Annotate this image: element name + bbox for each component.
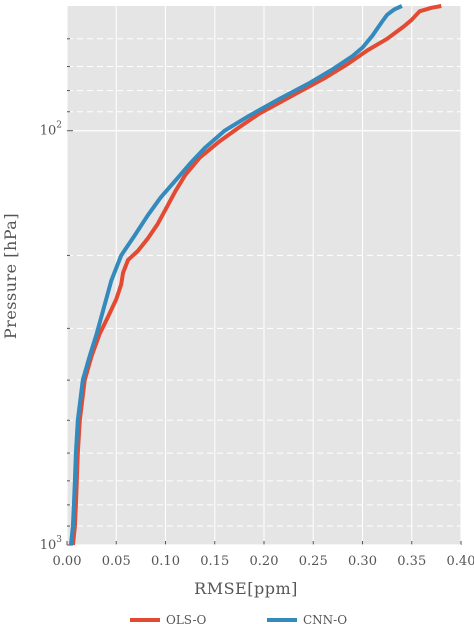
y-tick-label: 103 xyxy=(40,535,63,553)
y-tick-base: 10 xyxy=(40,124,57,139)
legend-label-ols: OLS-O xyxy=(166,613,207,624)
y-axis-label: Pressure [hPa] xyxy=(1,213,20,339)
x-tick-label: 0.40 xyxy=(447,554,474,569)
y-tick-label: 102 xyxy=(40,121,62,139)
x-axis-label: RMSE[ppm] xyxy=(194,579,298,598)
x-tick-label: 0.20 xyxy=(250,554,279,569)
y-tick-exponent: 2 xyxy=(56,121,62,131)
x-tick-label: 0.35 xyxy=(397,554,426,569)
x-tick-label: 0.05 xyxy=(102,554,131,569)
y-tick-base: 10 xyxy=(40,538,57,553)
series-layer xyxy=(68,4,442,546)
x-tick-label: 0.10 xyxy=(151,554,180,569)
x-tick-labels: 0.00 0.05 0.10 0.15 0.20 0.25 0.30 0.35 0.40 xyxy=(53,554,474,569)
series-line-cnn-o xyxy=(68,4,403,546)
x-tick-label: 0.25 xyxy=(299,554,328,569)
x-tick-label: 0.30 xyxy=(348,554,377,569)
legend-label-cnn: CNN-O xyxy=(303,613,347,624)
x-tick-label: 0.00 xyxy=(53,554,82,569)
legend: OLS-O CNN-O xyxy=(130,613,347,624)
y-tick-exponent: 3 xyxy=(56,535,62,545)
x-tick-label: 0.15 xyxy=(200,554,229,569)
